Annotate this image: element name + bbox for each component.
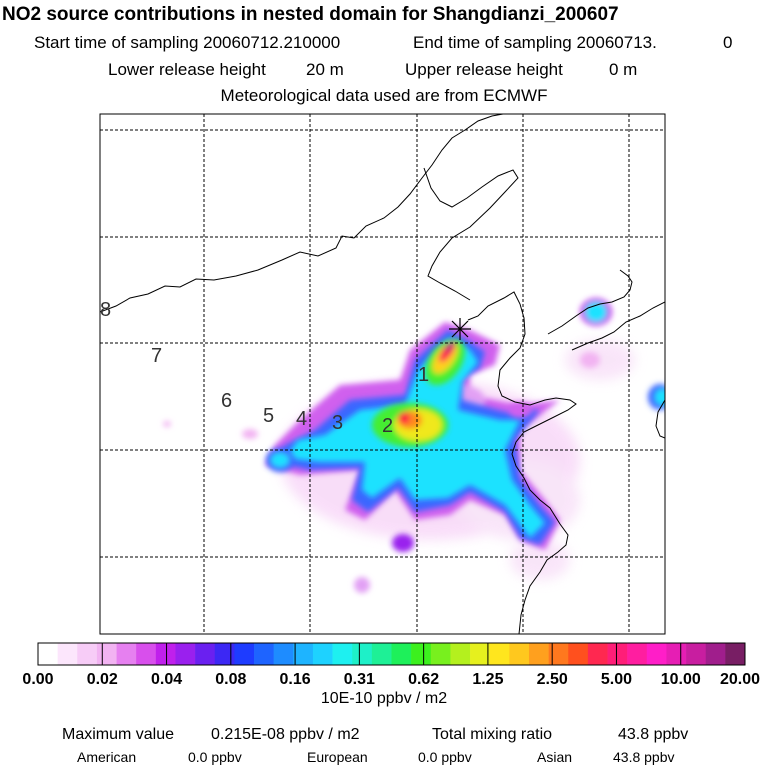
colorbar-cell xyxy=(489,643,510,665)
trajectory-day-labels: 1 2 3 4 5 6 7 8 xyxy=(100,299,429,437)
colorbar-cell xyxy=(528,643,549,665)
sampling-start: Start time of sampling 20060712.210000 xyxy=(34,33,341,52)
map-frame xyxy=(99,113,666,635)
upper-release-value: 0 m xyxy=(609,60,638,79)
day-label-3: 3 xyxy=(332,412,343,434)
colorbar-cell xyxy=(411,643,432,665)
colorbar-cell xyxy=(587,643,608,665)
colorbar-cell xyxy=(450,643,471,665)
map-title: NO2 source contributions in nested domai… xyxy=(2,4,619,25)
station-marker-icon xyxy=(449,318,471,340)
colorbar-cell xyxy=(627,643,648,665)
colorbar-cell xyxy=(254,643,274,665)
colorbar-cell xyxy=(430,643,451,665)
max-value: 0.215E-08 ppbv / m2 xyxy=(211,726,360,743)
met-source: Meteorological data used are from ECMWF xyxy=(220,86,548,105)
colorbar-cell xyxy=(352,643,373,665)
colorbar xyxy=(37,642,746,666)
colorbar-cell xyxy=(116,643,137,665)
colorbar-cell xyxy=(509,643,530,665)
colorbar-tick-label: 0.31 xyxy=(344,671,375,688)
colorbar-cell xyxy=(725,643,746,665)
colorbar-tick-label: 0.08 xyxy=(215,671,246,688)
sampling-end: End time of sampling 20060713. xyxy=(413,33,657,52)
region-name-european: European xyxy=(307,749,368,765)
colorbar-tick-label: 2.50 xyxy=(537,671,568,688)
colorbar-cell xyxy=(312,643,333,665)
colorbar-cell xyxy=(214,643,235,665)
region-name-asian: Asian xyxy=(537,749,573,765)
colorbar-cell xyxy=(391,643,412,665)
colorbar-cell xyxy=(38,643,58,665)
colorbar-cell xyxy=(96,643,117,665)
colorbar-cell xyxy=(705,643,726,665)
colorbar-cell xyxy=(293,643,314,665)
colorbar-tick-label: 20.00 xyxy=(720,671,760,688)
colorbar-cell xyxy=(234,643,255,665)
colorbar-cell xyxy=(175,643,196,665)
colorbar-cell xyxy=(155,643,176,665)
total-mixing-label: Total mixing ratio xyxy=(432,726,553,743)
day-label-6: 6 xyxy=(221,390,232,412)
colorbar-cell xyxy=(273,643,294,665)
region-value-asian: 43.8 ppbv xyxy=(613,749,675,765)
sampling-end-trailing: 0 xyxy=(723,33,733,52)
upper-release-label: Upper release height xyxy=(405,60,563,79)
colorbar-border xyxy=(37,642,746,666)
day-label-4: 4 xyxy=(296,408,307,430)
colorbar-cell xyxy=(77,643,98,665)
total-mixing-value: 43.8 ppbv xyxy=(618,726,689,743)
colorbar-cell xyxy=(686,643,707,665)
region-value-american: 0.0 ppbv xyxy=(188,749,242,765)
day-label-1: 1 xyxy=(418,364,429,386)
colorbar-cell xyxy=(568,643,589,665)
lower-release-label: Lower release height xyxy=(108,60,266,79)
concentration-field xyxy=(163,298,665,593)
colorbar-ticks: 0.00 0.02 0.04 0.08 0.16 0.31 0.62 1.25 2.50 5.00… xyxy=(22,671,760,688)
colorbar-tick-label: 0.62 xyxy=(408,671,439,688)
colorbar-cell xyxy=(332,643,353,665)
colorbar-tick-label: 0.02 xyxy=(87,671,118,688)
colorbar-cell xyxy=(57,643,78,665)
colorbar-cell xyxy=(195,643,216,665)
colorbar-cell xyxy=(136,643,157,665)
lat-lon-grid xyxy=(100,114,665,634)
colorbar-tick-label: 10.00 xyxy=(661,671,701,688)
colorbar-cell xyxy=(646,643,667,665)
colorbar-cell xyxy=(371,643,392,665)
lower-release-value: 20 m xyxy=(306,60,344,79)
colorbar-tick-label: 5.00 xyxy=(601,671,632,688)
colorbar-cell xyxy=(548,643,569,665)
colorbar-tick-label: 0.16 xyxy=(280,671,311,688)
colorbar-cell xyxy=(666,643,687,665)
colorbar-cell xyxy=(607,643,628,665)
region-name-american: American xyxy=(77,749,137,765)
colorbar-tick-label: 0.04 xyxy=(151,671,182,688)
colorbar-unit: 10E-10 ppbv / m2 xyxy=(320,690,448,707)
colorbar-tick-label: 1.25 xyxy=(472,671,503,688)
max-value-label: Maximum value xyxy=(62,726,175,743)
colorbar-cell xyxy=(470,643,490,665)
region-value-european: 0.0 ppbv xyxy=(418,749,472,765)
day-label-8: 8 xyxy=(100,299,111,321)
colorbar-tick-label: 0.00 xyxy=(22,671,53,688)
day-label-5: 5 xyxy=(263,405,274,427)
day-label-2: 2 xyxy=(382,415,393,437)
day-label-7: 7 xyxy=(151,345,162,367)
coastline xyxy=(100,114,665,634)
